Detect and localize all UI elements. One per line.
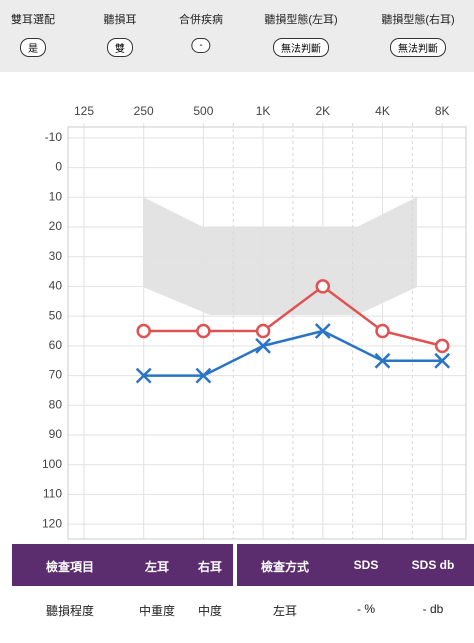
speech-banana xyxy=(143,197,417,315)
series-line xyxy=(143,284,443,348)
info-value: 無法判斷 xyxy=(273,38,329,57)
marker-circle xyxy=(375,323,390,339)
info-value: - xyxy=(191,38,211,53)
info-value: 雙 xyxy=(107,38,133,57)
x-tick-label: 500 xyxy=(193,104,213,118)
y-tick-label: 110 xyxy=(43,487,62,501)
x-tick-label: 8K xyxy=(435,104,450,118)
y-tick-label: 90 xyxy=(49,427,63,441)
y-tick-label: -10 xyxy=(45,130,63,144)
x-tick-label: 125 xyxy=(74,104,94,118)
info-label: 聽損耳 xyxy=(103,14,137,26)
table-header: 檢查方式 SDS SDS db xyxy=(237,544,474,586)
x-tick-label: 4K xyxy=(375,104,390,118)
y-tick-label: 0 xyxy=(55,160,62,174)
y-tick-label: 10 xyxy=(49,189,63,203)
header-cell: 右耳 xyxy=(197,560,223,574)
marker-x xyxy=(195,367,212,384)
y-tick-label: 30 xyxy=(49,249,63,263)
info-label: 聽損型態(左耳) xyxy=(264,14,338,26)
info-bar: 雙耳選配是 聽損耳雙 合併疾病 - 聽損型態(左耳) 無法判斷 聽損型態(右耳) 無法… xyxy=(0,0,474,72)
x-tick-label: 2K xyxy=(315,104,330,118)
info-value: 是 xyxy=(20,38,46,57)
header-cell: 左耳 xyxy=(144,560,170,574)
header-cell: SDS xyxy=(353,558,379,572)
marker-circle xyxy=(255,323,271,339)
audiogram: -10 0 10 20 30 40 50 60 70 80 90 100 110 120 125 250 500… xyxy=(42,104,467,540)
cell: 中度 xyxy=(197,604,223,618)
table-right: 檢查方式 SDS SDS db 左耳 - % - db xyxy=(237,544,474,628)
info-label: 聽損型態(右耳) xyxy=(381,14,455,26)
cell: 聽損程度 xyxy=(45,604,95,618)
info-value: 無法判斷 xyxy=(390,38,446,57)
x-tick-label: 250 xyxy=(134,104,154,118)
table-header: 檢查項目 左耳 右耳 xyxy=(12,544,233,586)
marker-x xyxy=(314,323,331,339)
y-tick-label: 20 xyxy=(49,219,63,233)
table-left: 檢查項目 左耳 右耳 聽損程度 中重度 中度 xyxy=(12,544,233,628)
header-cell: 檢查方式 xyxy=(260,560,310,574)
marker-circle xyxy=(434,338,450,354)
cell: - db xyxy=(422,602,444,616)
series-line xyxy=(143,329,443,377)
marker-x xyxy=(434,352,451,369)
cell: 左耳 xyxy=(272,604,298,618)
y-tick-label: 120 xyxy=(42,516,62,530)
y-tick-label: 80 xyxy=(49,397,63,411)
y-tick-label: 40 xyxy=(49,279,63,293)
marker-circle xyxy=(315,279,331,294)
header-cell: SDS db xyxy=(411,558,455,572)
y-tick-label: 60 xyxy=(49,338,63,352)
marker-circle xyxy=(136,323,151,339)
header-cell: 檢查項目 xyxy=(45,560,95,574)
marker-x xyxy=(374,352,391,369)
info-label: 合併疾病 xyxy=(179,14,223,26)
x-tick-label: 1K xyxy=(256,104,271,118)
info-label: 雙耳選配 xyxy=(11,14,55,26)
marker-x xyxy=(135,367,152,384)
cell: - % xyxy=(357,602,375,616)
y-tick-label: 50 xyxy=(49,308,63,322)
marker-x xyxy=(255,337,271,354)
cell: 中重度 xyxy=(138,604,176,618)
y-tick-label: 100 xyxy=(42,457,62,471)
plot-border xyxy=(67,126,467,540)
marker-circle xyxy=(196,323,211,339)
y-tick-label: 70 xyxy=(49,368,63,382)
